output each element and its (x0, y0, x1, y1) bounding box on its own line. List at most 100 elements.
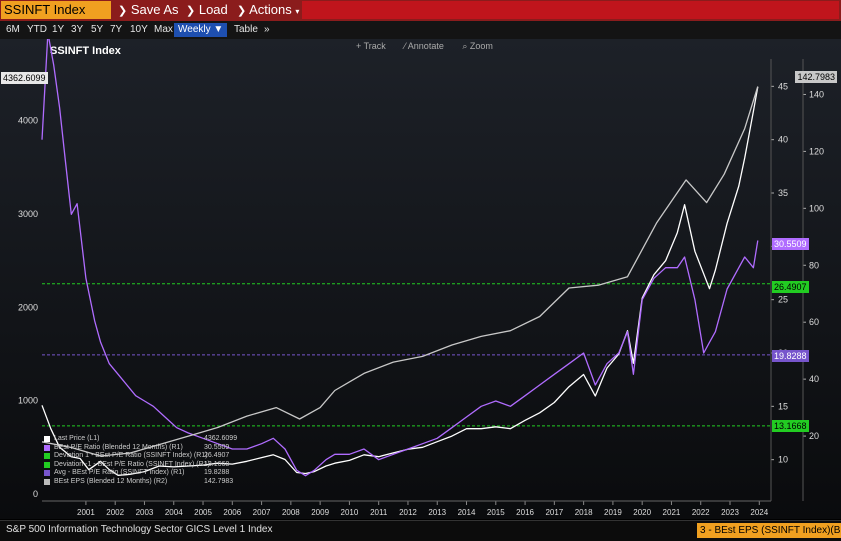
eps-value-tag: 142.7983 (795, 71, 837, 83)
table-button[interactable]: Table (234, 24, 258, 35)
x-tick-label: 2017 (545, 508, 563, 517)
x-tick-label: 2005 (194, 508, 212, 517)
x-tick-label: 2021 (663, 508, 681, 517)
x-tick-label: 2018 (575, 508, 593, 517)
legend-value: 4362.6099 (204, 435, 238, 442)
frequency-dropdown[interactable]: Weekly ▼ (174, 23, 228, 37)
x-tick-label: 2008 (282, 508, 300, 517)
x-tick-label: 2003 (136, 508, 154, 517)
security-description: S&P 500 Information Technology Sector GI… (6, 524, 273, 535)
range-1y[interactable]: 1Y (52, 24, 65, 35)
right2-tick-label: 80 (809, 260, 819, 270)
range-3y[interactable]: 3Y (71, 24, 84, 35)
right1-tick-label: 40 (778, 135, 788, 145)
chart-title: SSINFT Index (50, 45, 121, 57)
legend-item[interactable]: Deviation -1 - BEst P/E Ratio (SSINFT In… (44, 461, 269, 470)
legend-label: Avg - BEst P/E Ratio (SSINFT Index) (R1) (54, 469, 185, 476)
x-tick-label: 2019 (604, 508, 622, 517)
chart-area (0, 39, 841, 519)
legend-value: 30.5509 (204, 443, 230, 451)
caret-down-icon: ▾ (295, 7, 300, 16)
range-5y[interactable]: 5Y (91, 24, 104, 35)
legend-swatch (44, 444, 50, 451)
right2-tick-label: 60 (809, 317, 819, 327)
legend-swatch (44, 478, 50, 485)
left-tick-label: 0 (33, 489, 38, 499)
top-toolbar: SSINFT Index ❯ Save As ❯ Load ❯ Actions … (0, 0, 841, 21)
legend-item[interactable]: BEst P/E Ratio (Blended 12 Months) (R1) 3… (44, 444, 269, 453)
legend-label: BEst P/E Ratio (Blended 12 Months) (R1) (54, 443, 183, 451)
legend-item[interactable]: Deviation 1 - BEst P/E Ratio (SSINFT Ind… (44, 452, 269, 461)
right1-tick-label: 10 (778, 455, 788, 465)
load-label: Load (198, 2, 228, 17)
price-value-tag: 4362.6099 (1, 72, 48, 84)
footer-bar: S&P 500 Information Technology Sector GI… (0, 520, 841, 541)
right2-tick-label: 140 (809, 89, 824, 99)
right2-tick-label: 20 (809, 431, 819, 441)
right1-tick-label: 35 (778, 188, 788, 198)
right1-tick-label: 45 (778, 81, 788, 91)
legend-value: 26.4907 (204, 452, 230, 459)
footer-tab[interactable]: 3 - BEst EPS (SSINFT Index)(Blen (697, 523, 841, 538)
x-tick-label: 2020 (633, 508, 651, 517)
eps-series-line (41, 86, 759, 457)
x-tick-label: 2010 (341, 508, 359, 517)
range-ytd[interactable]: YTD (27, 24, 47, 35)
legend-value: 13.1668 (204, 460, 230, 468)
zoom-tool[interactable]: ⌕ Zoom (462, 41, 493, 51)
legend-value: 142.7983 (204, 477, 234, 485)
range-bar: 6M YTD 1Y 3Y 5Y 7Y 10Y Max Weekly ▼ Tabl… (0, 21, 841, 39)
avg-value-tag: 19.8288 (772, 350, 809, 362)
range-max[interactable]: Max (154, 24, 173, 35)
track-tool[interactable]: + Track (356, 41, 386, 51)
left-tick-label: 4000 (18, 116, 38, 126)
legend-label: Last Price (L1) (54, 435, 100, 442)
right2-tick-label: 40 (809, 374, 819, 384)
more-button[interactable]: » (264, 24, 270, 35)
legend-label: Deviation 1 - BEst P/E Ratio (SSINFT Ind… (54, 452, 208, 459)
x-tick-label: 2011 (370, 508, 388, 517)
right2-tick-label: 100 (809, 203, 824, 213)
x-tick-label: 2012 (399, 508, 417, 517)
chart-series (41, 39, 759, 477)
left-tick-label: 3000 (18, 209, 38, 219)
toolbar-fill (302, 1, 839, 19)
x-tick-label: 2015 (487, 508, 505, 517)
save-as-button[interactable]: ❯ Save As (118, 1, 179, 19)
right1-tick-label: 15 (778, 401, 788, 411)
chart-legend: Last Price (L1) 4362.6099 BEst P/E Ratio (… (44, 435, 269, 486)
actions-label: Actions (249, 2, 292, 17)
legend-swatch (44, 470, 50, 476)
left-tick-label: 1000 (18, 396, 38, 406)
right1-tick-label: 25 (778, 295, 788, 305)
range-7y[interactable]: 7Y (110, 24, 123, 35)
dev-plus-value-tag: 26.4907 (772, 281, 809, 293)
save-icon: ❯ (118, 5, 128, 17)
pe-value-tag: 30.5509 (772, 238, 809, 250)
legend-swatch (44, 436, 50, 442)
load-button[interactable]: ❯ Load (186, 1, 228, 19)
x-tick-label: 2004 (165, 508, 183, 517)
dev-minus-value-tag: 13.1668 (772, 420, 809, 432)
x-tick-label: 2009 (311, 508, 329, 517)
left-tick-label: 2000 (18, 302, 38, 312)
actions-button[interactable]: ❯ Actions ▾ (237, 1, 299, 19)
x-tick-label: 2006 (223, 508, 241, 517)
chart-tools: + Track ⁄ Annotate ⌕ Zoom (356, 41, 509, 53)
legend-item[interactable]: Avg - BEst P/E Ratio (SSINFT Index) (R1)… (44, 469, 269, 478)
legend-item[interactable]: Last Price (L1) 4362.6099 (44, 435, 269, 444)
x-tick-label: 2001 (77, 508, 95, 517)
x-tick-label: 2007 (253, 508, 271, 517)
annotate-tool[interactable]: ⁄ Annotate (404, 41, 444, 51)
chart-axes: 2001 2002 2003 2004 2005 2006 2007 2008 2009 2010… (18, 59, 824, 517)
x-tick-label: 2024 (750, 508, 768, 517)
x-tick-label: 2016 (516, 508, 534, 517)
actions-icon: ❯ (237, 5, 247, 17)
x-tick-label: 2013 (428, 508, 446, 517)
legend-item[interactable]: BEst EPS (Blended 12 Months) (R2) 142.798… (44, 478, 269, 487)
ticker-field[interactable]: SSINFT Index (1, 1, 111, 19)
range-10y[interactable]: 10Y (130, 24, 148, 35)
range-6m[interactable]: 6M (6, 24, 20, 35)
price-series-line (41, 86, 759, 476)
x-tick-label: 2023 (721, 508, 739, 517)
